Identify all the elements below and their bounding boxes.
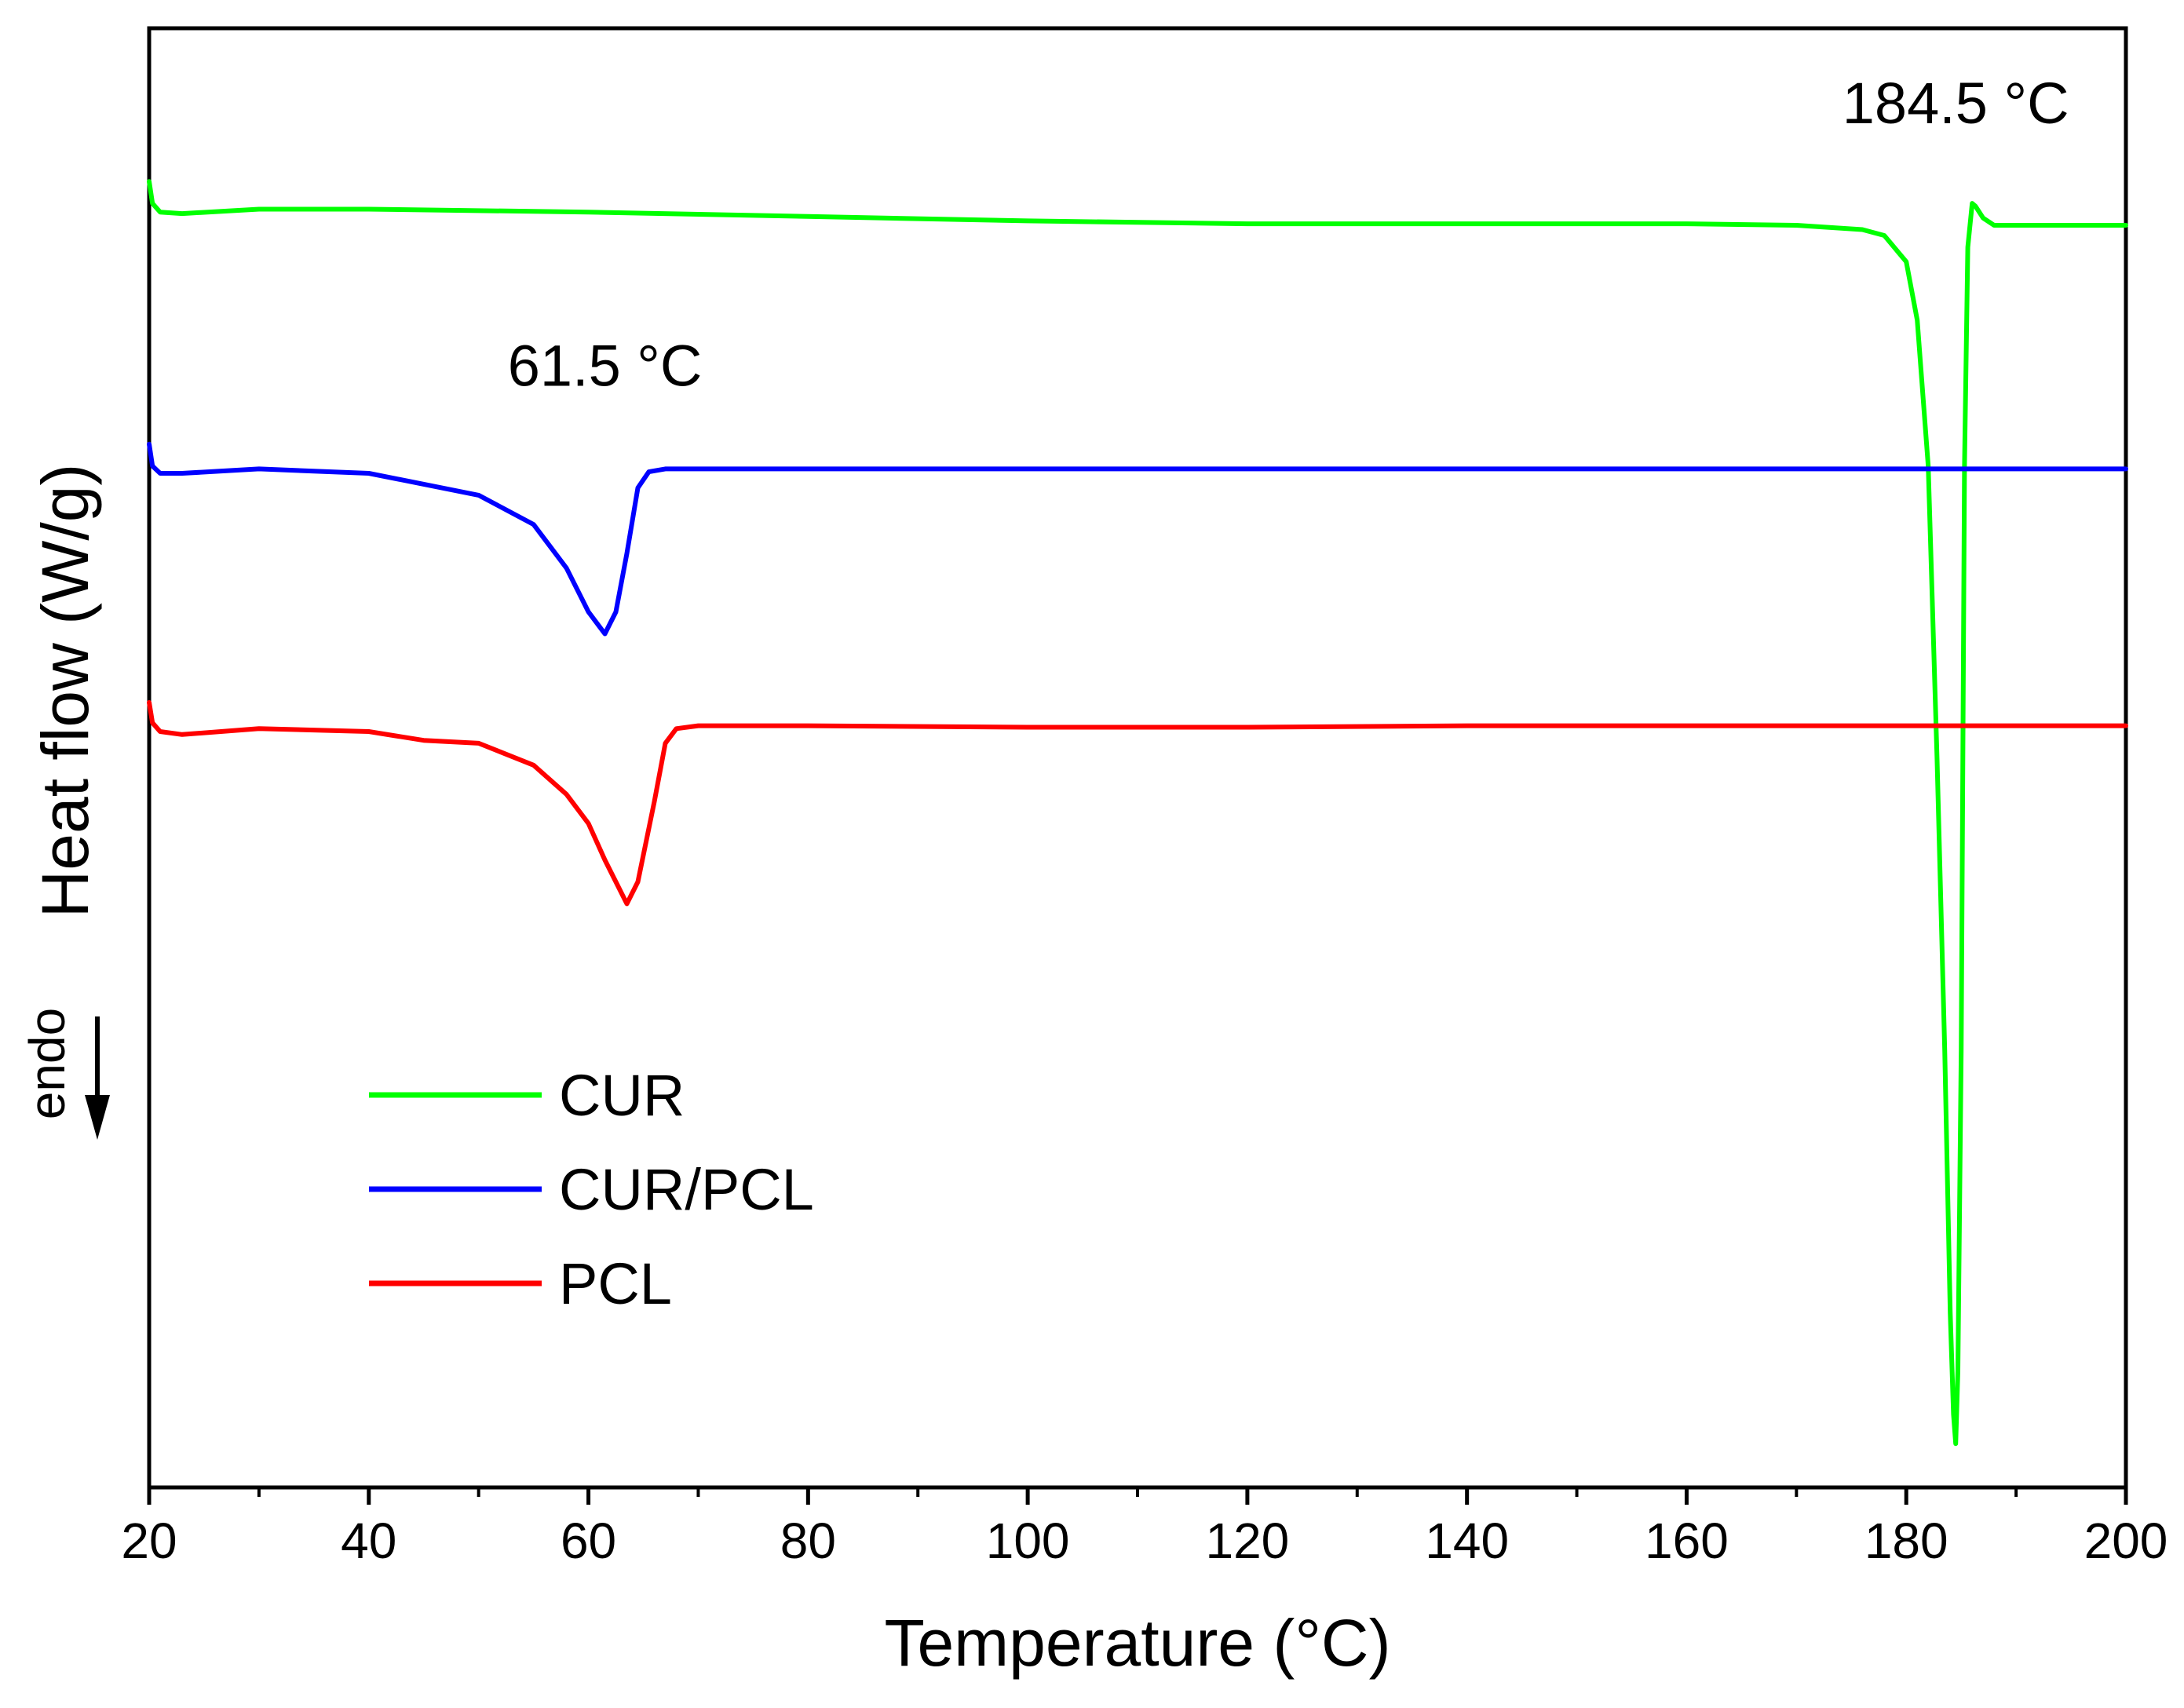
x-axis-tick-labels: 20 40 60 80 100 120 140 160 180 200: [121, 1513, 2168, 1569]
x-tick-label: 80: [780, 1513, 836, 1569]
annotations: 184.5 °C 61.5 °C: [508, 71, 2069, 399]
peak-annotation: 61.5 °C: [508, 333, 703, 398]
legend: CUR CUR/PCL PCL: [369, 1063, 814, 1316]
peak-annotation: 184.5 °C: [1843, 71, 2069, 136]
x-tick-label: 200: [2084, 1513, 2168, 1569]
series-line-cur: [147, 179, 2128, 1447]
x-axis-title: Temperature (°C): [884, 1606, 1390, 1680]
series-lines: [147, 179, 2128, 1447]
y-axis-title: Heat flow (W/g): [28, 464, 102, 918]
endo-label: endo: [19, 1008, 75, 1119]
endo-arrowhead-icon: [85, 1095, 110, 1140]
series-line-pcl: [147, 699, 2128, 907]
legend-label: CUR/PCL: [559, 1157, 814, 1222]
series-line-cur-pcl: [147, 441, 2128, 637]
x-tick-label: 40: [341, 1513, 396, 1569]
x-axis-ticks: [147, 1487, 2128, 1505]
x-tick-label: 20: [121, 1513, 177, 1569]
legend-label: CUR: [559, 1063, 685, 1128]
x-tick-label: 140: [1425, 1513, 1509, 1569]
endo-indicator: endo: [19, 1008, 110, 1140]
x-tick-label: 120: [1205, 1513, 1289, 1569]
x-tick-label: 180: [1864, 1513, 1948, 1569]
x-tick-label: 100: [986, 1513, 1070, 1569]
x-tick-label: 60: [561, 1513, 616, 1569]
x-tick-label: 160: [1645, 1513, 1729, 1569]
legend-label: PCL: [559, 1251, 672, 1316]
